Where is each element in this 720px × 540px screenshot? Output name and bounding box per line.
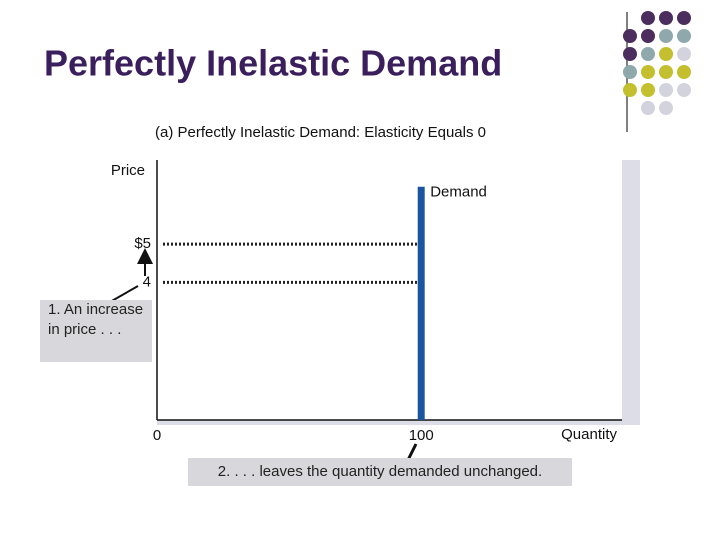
dot	[659, 11, 673, 25]
annotation-box: 1. An increase in price . . .	[40, 300, 152, 362]
dot	[677, 29, 691, 43]
dot	[641, 65, 655, 79]
pointer	[406, 443, 418, 461]
dot	[659, 29, 673, 43]
dot	[659, 101, 673, 115]
dot	[641, 47, 655, 61]
dot	[623, 65, 637, 79]
annotation-box: 2. . . . leaves the quantity demanded un…	[188, 458, 572, 486]
y-tick-label: $5	[134, 235, 151, 252]
title: Perfectly Inelastic Demand	[44, 43, 502, 84]
dot	[677, 11, 691, 25]
dot	[641, 29, 655, 43]
y-tick-label: 4	[143, 273, 151, 290]
decoration	[623, 11, 691, 132]
x-axis-label: Quantity	[561, 426, 617, 443]
dot	[677, 83, 691, 97]
subtitle: (a) Perfectly Inelastic Demand: Elastici…	[155, 124, 486, 141]
y-axis-label: Price	[111, 162, 145, 179]
dot	[623, 83, 637, 97]
pointer	[109, 285, 139, 303]
x-tick-label: 0	[153, 427, 161, 444]
dot	[623, 47, 637, 61]
dot	[641, 83, 655, 97]
dot	[659, 65, 673, 79]
plot-area	[157, 160, 622, 420]
dot	[623, 29, 637, 43]
annotation: 1. An increase in price . . .	[40, 300, 152, 362]
dot	[677, 65, 691, 79]
dot	[641, 11, 655, 25]
dot	[659, 83, 673, 97]
dot	[659, 47, 673, 61]
x-tick-label: 100	[409, 427, 434, 444]
dot	[641, 101, 655, 115]
dot	[677, 47, 691, 61]
series-label: Demand	[430, 184, 487, 201]
annotation: 2. . . . leaves the quantity demanded un…	[188, 458, 572, 486]
